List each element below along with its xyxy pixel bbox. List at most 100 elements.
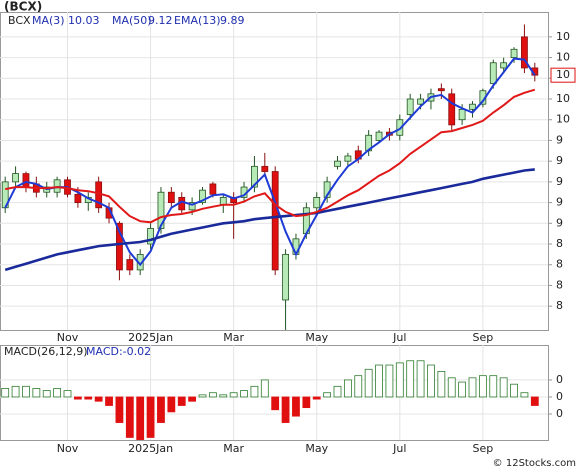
candle-body [458,108,466,121]
candle-body [271,171,279,271]
candle-body [126,259,134,271]
histogram-bar [136,396,145,440]
candle-body [116,222,123,271]
histogram-bar [520,392,529,398]
last-price-box [550,67,576,83]
histogram-bar [32,388,41,398]
histogram-bar [354,375,363,398]
candle-body [448,93,456,126]
histogram-bar [458,381,467,398]
histogram-bar [468,377,477,398]
candle-body [282,253,289,301]
candle-body [521,36,528,69]
chart-title: (BCX) [4,0,42,14]
y-tick-label: 9 [556,196,563,209]
y-tick-label: 0 [556,373,563,386]
candle-body [313,197,321,209]
candle-body [261,165,269,172]
candle-body [489,62,497,84]
histogram-bar [323,392,332,398]
candle-body [22,173,30,188]
candle-body [406,98,414,115]
histogram-bar [302,396,311,409]
histogram-bar [53,388,62,398]
legend-value: 9.12 [148,14,173,27]
histogram-bar [260,379,269,398]
candle-body [375,131,383,141]
x-tick-label: 2025Jan [128,331,173,344]
histogram-bar [375,364,383,398]
candle-body [417,98,424,105]
histogram-bar [437,371,446,398]
histogram-bar [125,396,134,438]
histogram-bar [250,385,259,398]
histogram-bar [167,396,176,413]
candle-body [219,197,227,206]
x-tick-label: Sep [473,442,494,455]
histogram-bar [364,368,373,398]
x-tick-label: Jul [392,442,406,455]
histogram-bar [219,394,228,398]
candle-body [500,62,508,69]
legend-value: 10.03 [68,14,100,27]
histogram-bar [188,396,197,402]
histogram-bar [177,396,186,406]
y-tick-label: 9 [556,154,563,167]
candle-body [147,228,154,245]
histogram-bar [530,396,539,406]
y-tick-label: 10 [556,92,570,105]
histogram-bar [229,392,238,398]
y-tick-label: 9 [556,216,563,229]
x-tick-label: Nov [57,331,79,344]
histogram-bar [416,360,425,398]
histogram-bar [42,390,51,398]
histogram-bar [198,394,207,398]
candle-body [12,173,19,183]
y-tick-label: 8 [556,299,563,312]
candle-body [334,160,341,167]
candle-body [53,179,61,193]
x-tick-label: May [305,331,328,344]
x-tick-label: 2025Jan [128,442,173,455]
histogram-bar [447,377,456,398]
candle-body [188,202,196,211]
histogram-bar [499,377,508,398]
histogram-bar [427,364,435,398]
histogram-bar [63,390,72,398]
candle-body [396,119,404,136]
histogram-bar [395,362,404,398]
x-tick-label: Mar [223,442,244,455]
histogram-bar [84,396,93,400]
histogram-bar [385,364,394,398]
histogram-bar [73,396,82,400]
y-tick-label: 0 [556,390,563,403]
x-tick-label: Nov [57,442,79,455]
histogram-bar [312,396,321,400]
histogram-bar [343,379,352,398]
x-tick-label: May [305,442,328,455]
candle-body [199,189,206,203]
histogram-bar [208,392,217,398]
candle-body [510,48,518,58]
legend-ticker: BCX [8,14,31,27]
histogram-bar [406,360,415,398]
legend-name: MA(50) [112,14,152,27]
histogram-bar [281,396,290,423]
series-line [4,57,536,267]
candle-body [469,103,476,110]
histogram-bar [478,375,487,398]
candle-body [209,183,217,195]
watermark: © 12Stocks.com [493,458,576,469]
last-price-label: 10 [556,68,570,81]
histogram-bar [22,385,30,398]
histogram-bar [510,383,518,398]
legend-value: 9.89 [220,14,245,27]
y-tick-label: 0 [556,407,563,420]
candle-body [344,155,352,162]
series-line [4,168,535,272]
legend-name: MA(3) [32,14,65,27]
candle-body [167,191,175,203]
histogram-bar [333,385,342,398]
histogram-bar [157,396,165,423]
